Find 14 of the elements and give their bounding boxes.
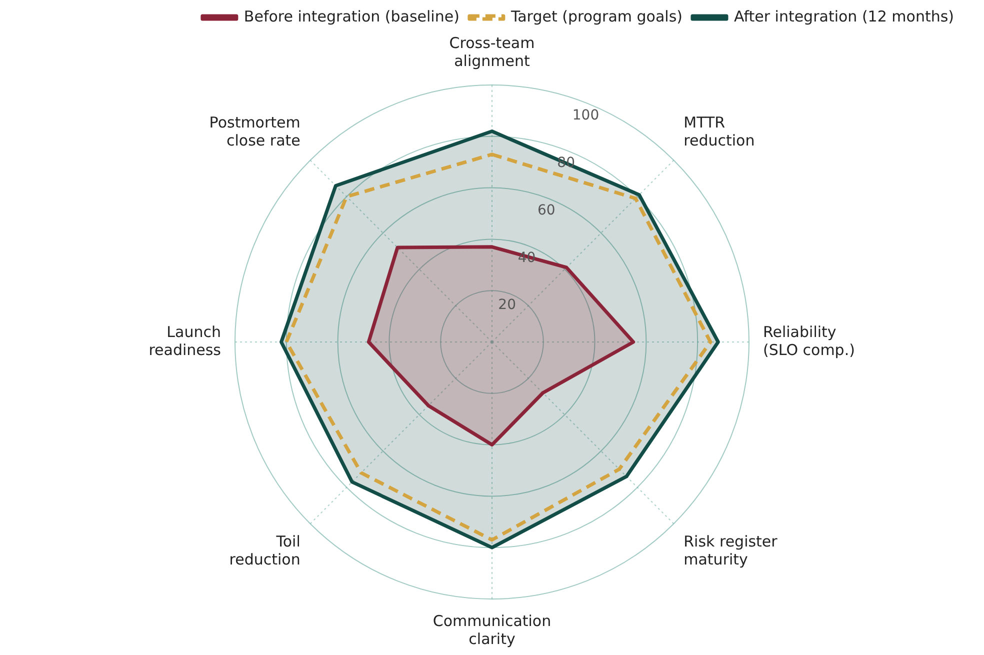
spoke-label: Launch readiness (148, 322, 222, 359)
legend-label: After integration (12 months) (734, 7, 954, 26)
spoke-label: MTTR reduction (684, 113, 755, 150)
y-tick-label: 100 (572, 107, 600, 124)
legend-label: Target (program goals) (510, 7, 682, 26)
spoke-label: Risk register maturity (684, 532, 778, 569)
spoke-label: Reliability (SLO comp.) (763, 322, 855, 359)
y-tick-label: 60 (538, 202, 556, 218)
spoke-label: Toil reduction (229, 532, 300, 569)
spoke-label: Communication clarity (432, 612, 552, 648)
spoke-label: Postmortem close rate (209, 113, 300, 150)
y-tick-label: 20 (498, 297, 516, 314)
legend-label: Before integration (baseline) (244, 7, 460, 26)
spoke-label: Cross-team alignment (449, 34, 535, 70)
